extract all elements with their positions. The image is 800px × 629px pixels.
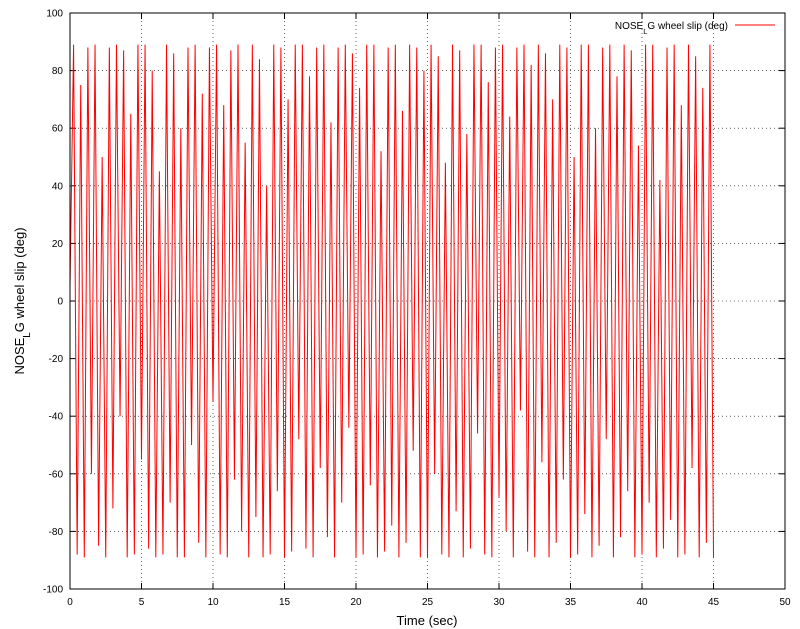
x-tick-label: 5	[139, 597, 145, 608]
x-tick-label: 30	[493, 597, 505, 608]
x-tick-label: 50	[779, 597, 791, 608]
x-tick-label: 10	[207, 597, 219, 608]
x-tick-label: 20	[350, 597, 362, 608]
y-tick-label: 40	[52, 181, 64, 192]
x-axis-label: Time (sec)	[397, 613, 458, 628]
y-tick-label: 20	[52, 239, 64, 250]
y-tick-label: 100	[46, 9, 63, 20]
x-tick-label: 15	[279, 597, 291, 608]
legend-label: NOSELG wheel slip (deg)	[615, 21, 728, 36]
x-tick-label: 40	[636, 597, 648, 608]
x-tick-label: 35	[565, 597, 577, 608]
y-axis-label: NOSELG wheel slip (deg)	[12, 227, 33, 374]
x-tick-label: 45	[708, 597, 720, 608]
y-tick-label: 60	[52, 124, 64, 135]
data-line	[69, 44, 714, 558]
y-tick-label: -80	[49, 527, 64, 538]
y-tick-label: -20	[49, 354, 64, 365]
x-tick-label: 0	[67, 597, 73, 608]
y-tick-label: -40	[49, 412, 64, 423]
plot-border	[69, 12, 786, 590]
y-tick-label: 80	[52, 66, 64, 77]
y-tick-label: 0	[57, 297, 63, 308]
y-tick-label: -60	[49, 469, 64, 480]
y-tick-label: -100	[43, 585, 63, 596]
x-tick-label: 25	[422, 597, 434, 608]
